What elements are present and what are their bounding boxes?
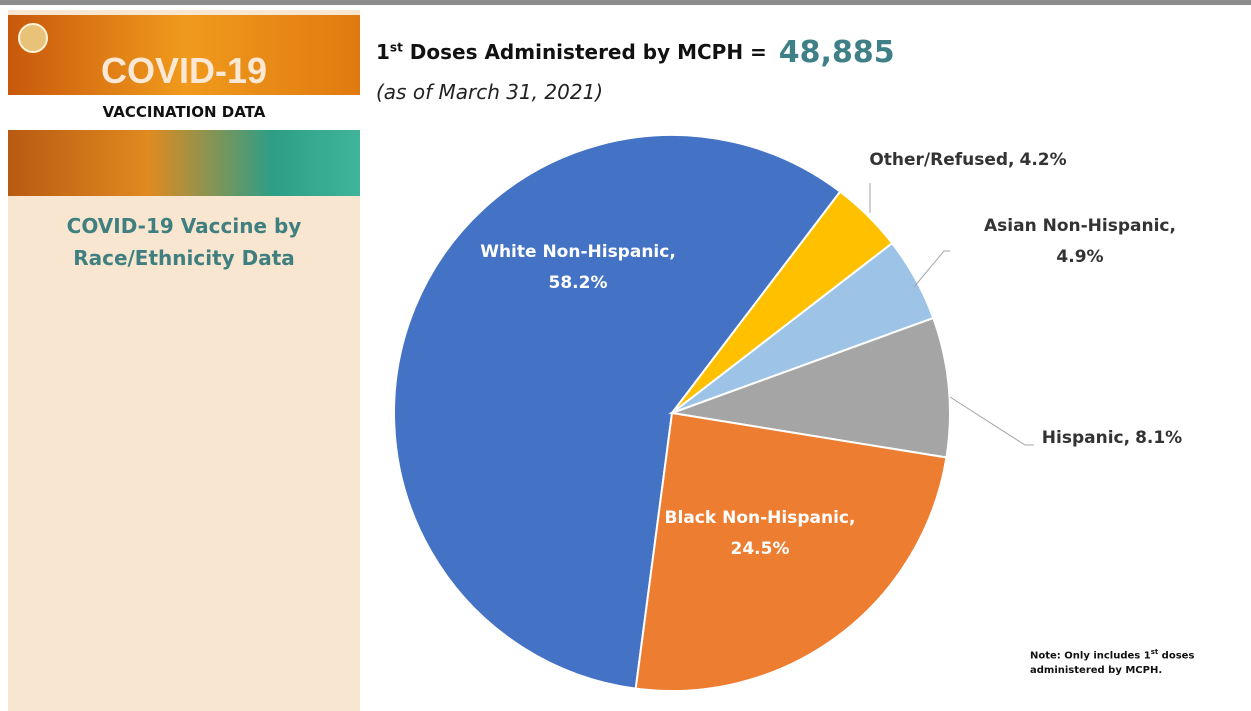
label-category: Other/Refused, xyxy=(869,150,1014,170)
as-of: (as of March 31, 2021) xyxy=(376,80,604,104)
note-text: Note: Only includes 1 xyxy=(1030,650,1151,662)
data-label: Hispanic, 8.1% xyxy=(1042,428,1182,448)
banner-title: COVID-19 xyxy=(100,50,268,91)
label-value: 4.9% xyxy=(1056,247,1103,267)
banner-image xyxy=(8,130,360,196)
note-text: doses administered by MCPH. xyxy=(1030,650,1195,677)
data-label: Other/Refused, 4.2% xyxy=(869,150,1066,170)
banner-subtitle: VACCINATION DATA xyxy=(8,95,360,130)
pie-slice xyxy=(634,411,948,692)
banner-image xyxy=(8,15,360,95)
total: 48,885 xyxy=(778,35,895,70)
label-value: 58.2% xyxy=(549,273,608,293)
note: Note: Only includes 1st doses administer… xyxy=(1030,645,1230,678)
chart-title: 1st Doses Administered by MCPH = 48,885 xyxy=(376,35,895,70)
data-label: White Non-Hispanic, 58.2% xyxy=(480,242,676,293)
title-text: Doses Administered by MCPH = xyxy=(402,40,767,64)
label-category: Black Non-Hispanic, xyxy=(665,508,856,528)
seal xyxy=(18,23,48,53)
label-category: Hispanic, xyxy=(1042,428,1130,448)
label-category: Asian Non-Hispanic, xyxy=(984,216,1176,236)
title-text: 1 xyxy=(376,40,390,64)
sidebar: COVID-19 VACCINATION DATA COVID-19 Vacci… xyxy=(8,10,360,711)
title-sup: st xyxy=(389,40,403,55)
note-sup: st xyxy=(1150,648,1159,656)
label-category: White Non-Hispanic, xyxy=(480,242,676,262)
data-label: Black Non-Hispanic, 24.5% xyxy=(665,508,856,559)
pie-slice xyxy=(668,316,951,459)
sidebar-subtitle: COVID-19 Vaccine by Race/Ethnicity Data xyxy=(66,214,302,270)
label-value: 4.2% xyxy=(1020,150,1067,170)
pie-slice xyxy=(393,134,842,690)
label-value: 8.1% xyxy=(1135,428,1182,448)
label-value: 24.5% xyxy=(731,539,790,559)
chart: White Non-Hispanic, 58.2% Other/Refused, 4.… xyxy=(393,134,1182,692)
leader-line xyxy=(913,250,950,288)
leader-line xyxy=(949,396,1034,446)
data-label: Asian Non-Hispanic, 4.9% xyxy=(984,216,1176,267)
